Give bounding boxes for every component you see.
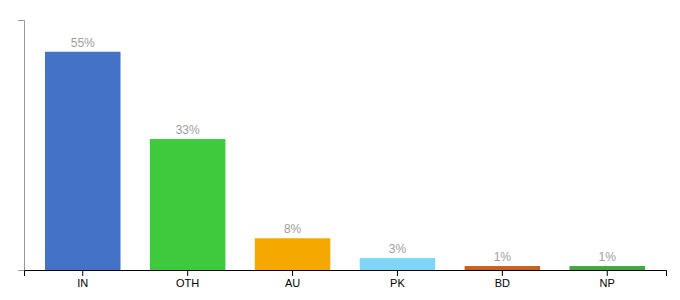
plot-area: IN OTH AU PK BD NP 55% 33% 8% 3% 1% 1% <box>18 21 667 289</box>
data-label: 55% <box>71 36 95 50</box>
data-label: 1% <box>494 250 512 264</box>
y-axis <box>18 21 25 271</box>
bar <box>465 266 541 270</box>
x-tick-mark <box>397 270 398 276</box>
x-tick-label: IN <box>77 277 88 289</box>
x-axis-line <box>25 271 667 277</box>
bar <box>360 258 436 270</box>
x-axis: IN OTH AU PK BD NP <box>25 270 667 289</box>
x-tick-label: PK <box>390 277 405 289</box>
x-tick: PK <box>390 270 405 289</box>
x-tick-mark <box>607 270 608 276</box>
bar <box>150 139 226 270</box>
x-tick: BD <box>495 270 510 289</box>
chart-svg: IN OTH AU PK BD NP 55% 33% 8% 3% 1% 1% <box>0 0 680 300</box>
data-label: 33% <box>176 123 200 137</box>
data-labels: 55% 33% 8% 3% 1% 1% <box>71 36 617 264</box>
x-tick-mark <box>292 270 293 276</box>
x-tick-mark <box>82 270 83 276</box>
y-axis-line <box>18 21 25 271</box>
x-tick: AU <box>285 270 300 289</box>
data-label: 1% <box>599 250 617 264</box>
bar <box>255 238 331 270</box>
data-label: 8% <box>284 222 302 236</box>
bars <box>45 52 645 270</box>
x-tick-label: NP <box>600 277 615 289</box>
data-label: 3% <box>389 242 407 256</box>
x-tick-label: AU <box>285 277 300 289</box>
chart-container: IN OTH AU PK BD NP 55% 33% 8% 3% 1% 1% <box>0 0 680 300</box>
x-tick: OTH <box>176 270 199 289</box>
bar <box>45 52 121 270</box>
x-tick: IN <box>77 270 88 289</box>
x-tick-mark <box>502 270 503 276</box>
bar <box>569 266 645 270</box>
x-tick-label: BD <box>495 277 510 289</box>
x-tick-label: OTH <box>176 277 199 289</box>
x-tick-mark <box>187 270 188 276</box>
x-tick: NP <box>600 270 615 289</box>
